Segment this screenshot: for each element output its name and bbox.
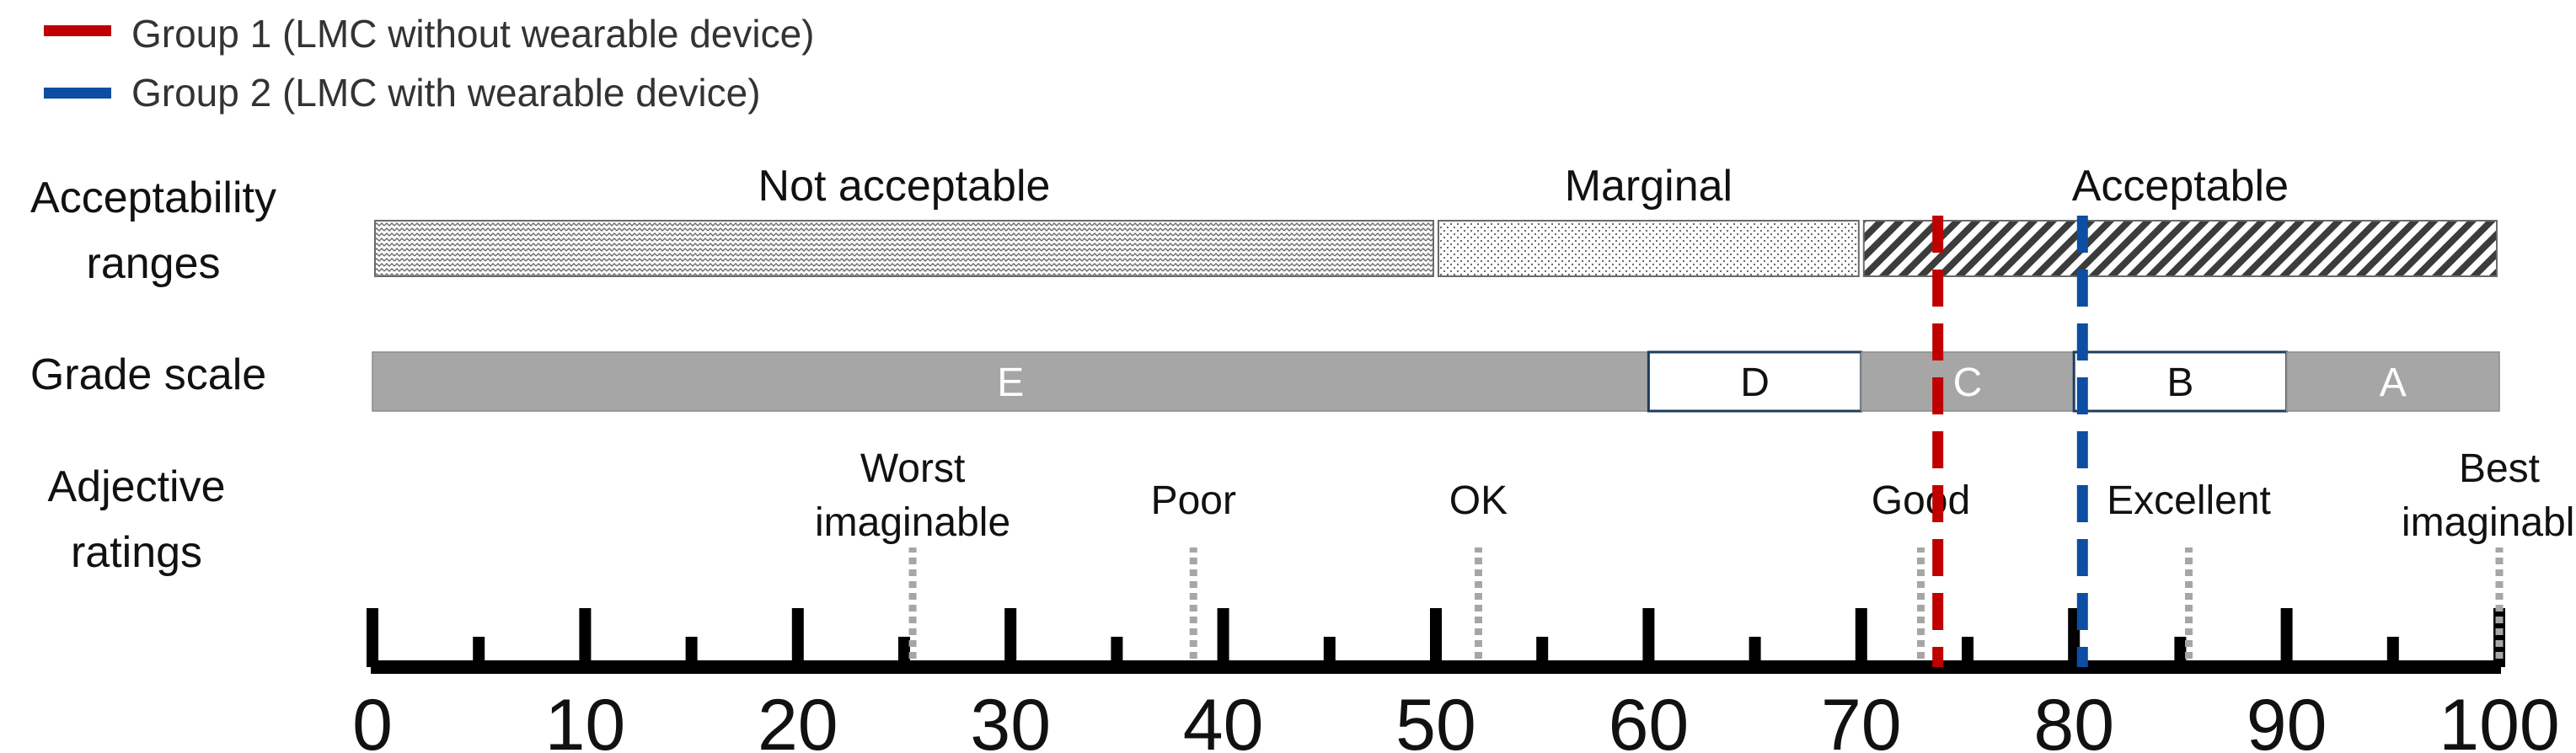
range-label-acceptable: Acceptable — [2072, 162, 2289, 211]
row-label-adjective-line1: Adjective — [48, 462, 226, 511]
minor-tick-65 — [1749, 637, 1761, 667]
tick-label-60: 60 — [1609, 685, 1690, 753]
range-label-not-acceptable: Not acceptable — [758, 162, 1051, 211]
grade-cell-a — [2285, 351, 2500, 412]
tick-label-0: 0 — [352, 685, 393, 753]
minor-tick-55 — [1536, 637, 1549, 667]
range-label-marginal: Marginal — [1565, 162, 1733, 211]
tick-label-90: 90 — [2247, 685, 2327, 753]
range-bar-acceptable — [1862, 220, 2498, 277]
minor-tick-35 — [1111, 637, 1123, 667]
adjective-label-poor: Poor — [1151, 478, 1236, 523]
adjective-label-best-imaginable-line2: imaginable — [2402, 500, 2576, 545]
tick-label-10: 10 — [545, 685, 626, 753]
tick-label-100: 100 — [2439, 685, 2560, 753]
major-tick-80 — [2068, 608, 2081, 667]
legend-swatch-group-2 — [44, 88, 111, 99]
grade-label-c: C — [1953, 360, 1983, 405]
legend-item-group-2: Group 2 (LMC with wearable device) — [44, 71, 761, 115]
adjective-label-worst-imaginable-line2: imaginable — [815, 500, 1010, 545]
major-tick-50 — [1430, 608, 1442, 667]
minor-tick-95 — [2386, 637, 2399, 667]
row-labels: Acceptability ranges Grade scale Adjecti… — [30, 174, 276, 577]
row-label-acceptability-line1: Acceptability — [30, 174, 276, 222]
minor-tick-75 — [1962, 637, 1974, 667]
minor-tick-85 — [2174, 637, 2187, 667]
major-tick-10 — [579, 608, 592, 667]
minor-tick-45 — [1323, 637, 1336, 667]
major-tick-0 — [367, 608, 378, 667]
legend-label-group-2: Group 2 (LMC with wearable device) — [131, 71, 761, 115]
adjective-label-best-imaginable-line1: Best — [2459, 446, 2540, 491]
grade-label-b: B — [2166, 360, 2193, 405]
adjective-ratings: Worst imaginable Poor OK Good Excellent Best im… — [815, 446, 2576, 659]
grade-cell-d — [1647, 350, 1863, 413]
tick-label-20: 20 — [758, 685, 838, 753]
minor-tick-5 — [473, 637, 485, 667]
legend: Group 1 (LMC without wearable device) Gr… — [44, 12, 814, 115]
legend-item-group-1: Group 1 (LMC without wearable device) — [44, 12, 814, 56]
minor-tick-25 — [898, 637, 910, 667]
score-axis: 0 10 20 30 40 50 60 70 80 90 100 — [352, 608, 2560, 753]
adjective-label-worst-imaginable-line1: Worst — [860, 446, 965, 491]
grade-label-a: A — [2380, 360, 2407, 405]
grade-cell-c — [1861, 351, 2075, 412]
minor-tick-15 — [685, 637, 698, 667]
major-tick-20 — [791, 608, 804, 667]
legend-swatch-group-1 — [44, 25, 111, 36]
major-tick-60 — [1642, 608, 1655, 667]
row-label-acceptability-line2: ranges — [87, 239, 221, 288]
major-tick-70 — [1855, 608, 1867, 667]
adjective-label-ok: OK — [1449, 478, 1508, 523]
adjective-label-excellent: Excellent — [2107, 478, 2271, 523]
row-label-grade: Grade scale — [30, 350, 266, 399]
grade-cell-e — [372, 351, 1650, 412]
range-bar-marginal — [1438, 220, 1860, 277]
row-label-adjective-line2: ratings — [71, 528, 202, 577]
tick-label-40: 40 — [1183, 685, 1264, 753]
legend-label-group-1: Group 1 (LMC without wearable device) — [131, 12, 814, 56]
acceptability-ranges: Not acceptable Marginal Acceptable — [374, 162, 2498, 277]
adjective-label-good: Good — [1872, 478, 1970, 523]
major-tick-90 — [2280, 608, 2293, 667]
range-bar-not-acceptable — [374, 220, 1434, 277]
tick-label-30: 30 — [970, 685, 1051, 753]
grade-label-d: D — [1740, 360, 1770, 405]
group-score-lines — [1932, 216, 2088, 667]
major-tick-40 — [1217, 608, 1229, 667]
tick-label-80: 80 — [2033, 685, 2114, 753]
grade-label-e: E — [997, 360, 1024, 405]
major-tick-30 — [1004, 608, 1017, 667]
tick-label-70: 70 — [1821, 685, 1902, 753]
tick-label-50: 50 — [1395, 685, 1476, 753]
